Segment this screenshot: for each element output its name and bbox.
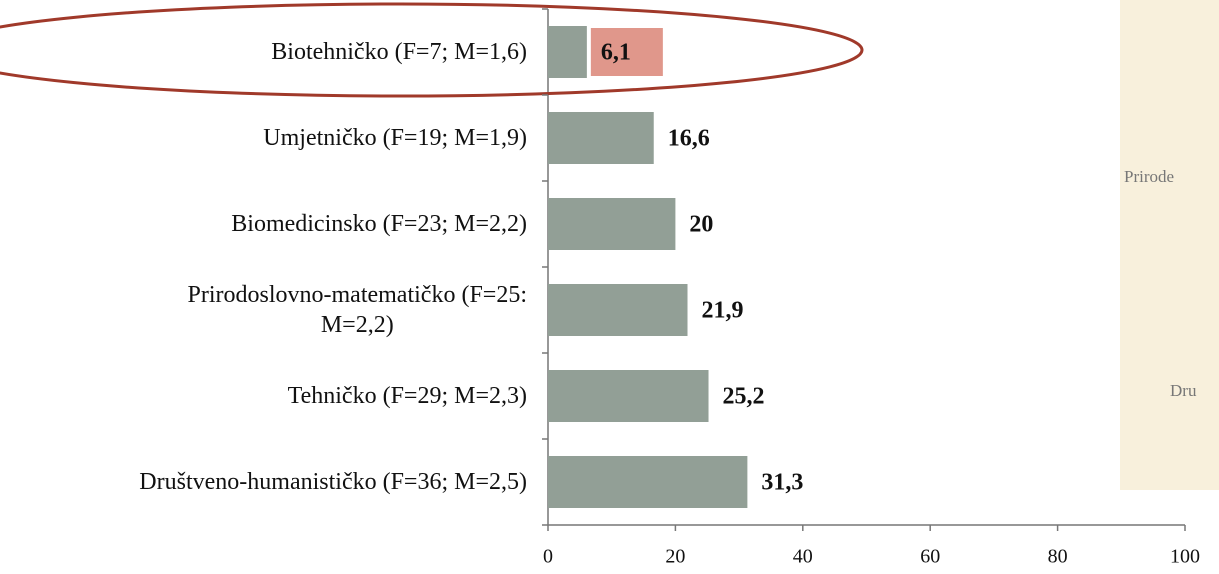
bar [548,112,654,164]
bar [548,370,709,422]
x-tick-label: 20 [665,546,685,568]
side-label: Prirode [1124,167,1174,186]
bar [548,284,688,336]
y-tick-label: Umjetničko (F=19; M=1,9) [263,125,527,151]
y-tick-label: Biotehničko (F=7; M=1,6) [271,39,527,65]
x-tick-label: 0 [543,546,553,568]
category-row: Umjetničko (F=19; M=1,9) [0,123,527,153]
highlight-ellipse [0,2,864,98]
category-row: Tehničko (F=29; M=2,3) [0,381,527,411]
value-label-highlight [590,28,663,76]
value-label: 20 [689,212,713,238]
category-row: Prirodoslovno-matematičko (F=25: M=2,2) [0,280,528,340]
bar [548,456,748,508]
bar [548,26,587,78]
value-label: 21,9 [702,298,744,324]
x-tick-label: 60 [920,546,940,568]
category-row: Društveno-humanističko (F=36; M=2,5) [0,467,527,497]
y-tick-label: Prirodoslovno-matematičko (F=25: M=2,2) [187,282,528,338]
value-label: 16,6 [668,126,710,152]
value-label: 25,2 [723,384,765,410]
side-label: Dru [1170,381,1197,400]
value-label: 6,1 [601,40,631,66]
x-tick-label: 80 [1048,546,1068,568]
value-label: 31,3 [761,470,803,496]
category-row: Biotehničko (F=7; M=1,6) [0,37,527,67]
side-panel [1120,0,1219,490]
y-tick-label: Tehničko (F=29; M=2,3) [287,383,527,409]
x-tick-label: 100 [1170,546,1200,568]
category-row: Biomedicinsko (F=23; M=2,2) [0,209,527,239]
y-tick-label: Društveno-humanističko (F=36; M=2,5) [139,469,527,495]
x-tick-label: 40 [793,546,813,568]
y-tick-label: Biomedicinsko (F=23; M=2,2) [231,211,527,237]
bar [548,198,676,250]
